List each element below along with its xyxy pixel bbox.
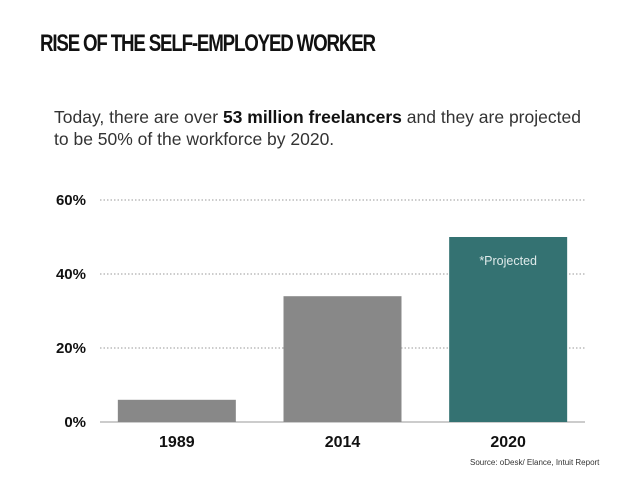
subtitle-highlight: 53 million freelancers: [222, 107, 402, 127]
y-tick-label: 40%: [56, 266, 86, 283]
bar-1989: [117, 399, 236, 422]
x-axis-ticks: 1989 2014 2020: [159, 434, 526, 451]
bars: [117, 237, 568, 422]
annotations: *Projected: [479, 254, 537, 268]
source-note: Source: oDesk/ Elance, Intuit Report: [470, 458, 600, 467]
x-tick-label: 2020: [490, 434, 526, 451]
y-tick-label: 60%: [56, 192, 86, 209]
subtitle-text-start: Today, there are over: [54, 107, 223, 127]
chart-subtitle: Today, there are over 53 million freelan…: [54, 106, 594, 150]
subtitle-text-end: and they are projected to be 50% of the …: [54, 107, 581, 149]
y-tick-label: 0%: [64, 414, 86, 431]
y-axis-ticks: 0% 20% 40% 60%: [56, 192, 86, 431]
projected-annotation: *Projected: [479, 254, 537, 268]
page-title: RISE OF THE SELF-EMPLOYED WORKER: [40, 30, 376, 57]
bar-2020: [449, 237, 568, 422]
x-tick-label: 1989: [159, 434, 195, 451]
x-tick-label: 2014: [325, 434, 361, 451]
y-tick-label: 20%: [56, 340, 86, 357]
bar-2014: [283, 296, 402, 422]
